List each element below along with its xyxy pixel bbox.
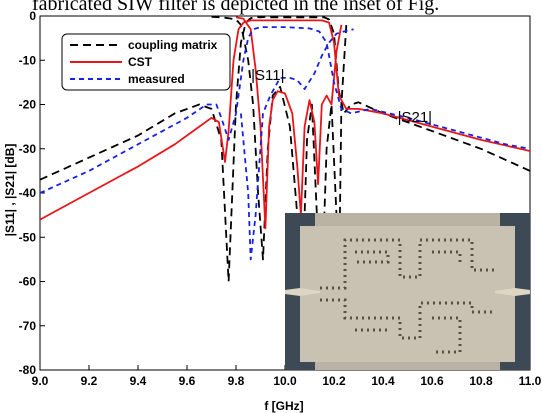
y-tick-label: -10 [19,53,37,67]
axis-ticks: 9.0 9.2 9.4 9.6 9.8 10.0 10.2 10.4 10.6 10.8 11.0 0… [19,9,542,388]
x-tick-label: 9.0 [32,374,49,388]
x-tick-label: 9.4 [130,374,147,388]
legend-label-coupling-matrix: coupling matrix [128,38,218,52]
series-line-measured-5 [240,28,354,261]
y-tick-label: -60 [19,275,37,289]
annotations: |S11| |S21| [251,67,432,126]
x-tick-label: 10.4 [371,374,395,388]
x-tick-label: 9.8 [228,374,245,388]
x-tick-label: 10.6 [420,374,444,388]
x-tick-label: 11.0 [519,374,542,388]
y-tick-label: -70 [19,319,37,333]
x-tick-label: 10.2 [322,374,346,388]
y-tick-label: -50 [19,230,37,244]
y-tick-label: -20 [19,98,37,112]
filter-photo-inset [285,213,530,370]
y-axis-label: |S11| , |S21| [dB] [3,144,17,237]
x-axis-label: f [GHz] [264,399,303,413]
x-tick-label: 9.6 [179,374,196,388]
annotation-label-0: |S11| [251,67,284,84]
series-group [40,16,530,292]
x-tick-label: 10.0 [273,374,297,388]
annotation-label-1: |S21| [398,109,432,126]
legend-label-measured: measured [128,72,185,86]
y-tick-label: -40 [19,186,37,200]
series-line-CST-2 [40,19,530,221]
x-tick-label: 10.8 [469,374,493,388]
legend: coupling matrix CST measured [61,33,231,91]
y-tick-label: -30 [19,142,37,156]
y-tick-label: 0 [29,9,36,23]
legend-label-cst: CST [128,55,153,69]
series-line-CST-3 [235,16,343,230]
caption-text: fabricated SIW filter is depicted in the… [32,0,439,15]
y-tick-label: -80 [19,363,37,377]
x-tick-label: 9.2 [81,374,98,388]
